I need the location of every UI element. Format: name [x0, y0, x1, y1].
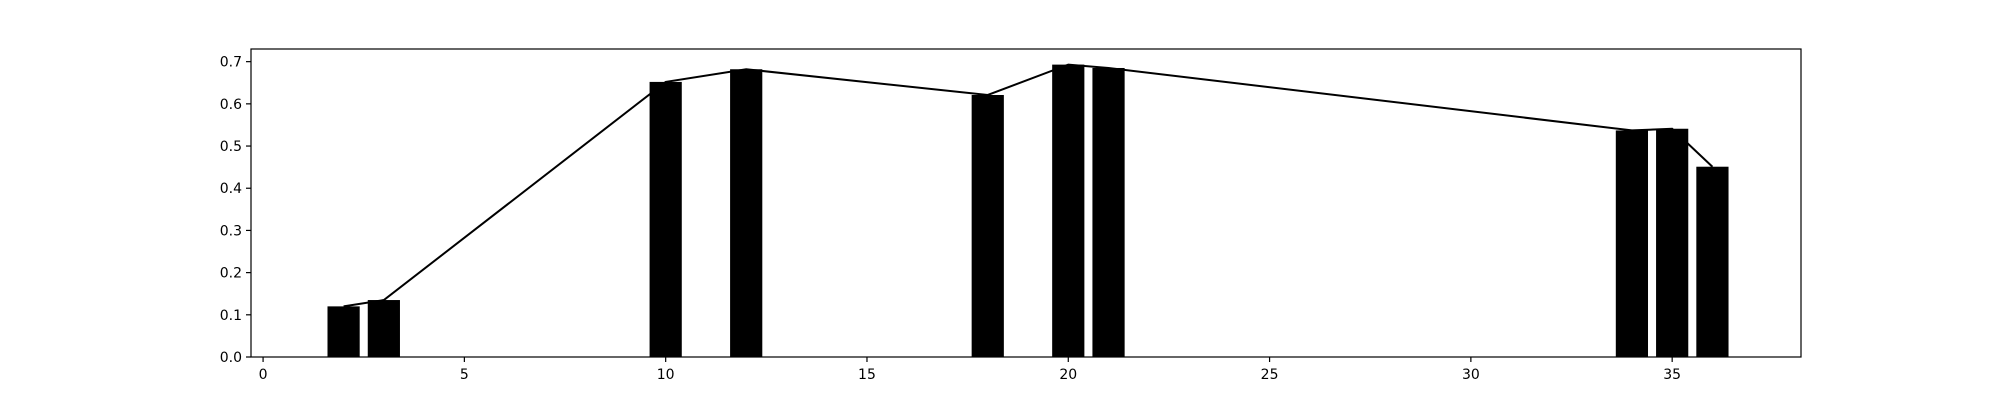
x-tick-label: 10	[657, 367, 675, 383]
x-tick-label: 0	[259, 367, 268, 383]
bar	[327, 306, 360, 357]
y-tick-label: 0.7	[220, 55, 242, 71]
x-tick-label: 25	[1261, 367, 1279, 383]
bar	[971, 94, 1004, 357]
y-tick-label: 0.3	[220, 223, 242, 239]
y-tick-label: 0.0	[220, 350, 242, 366]
bar	[1052, 64, 1085, 357]
x-tick-label: 30	[1462, 367, 1480, 383]
bar	[367, 300, 400, 357]
bar	[1656, 128, 1689, 357]
bar	[1696, 166, 1729, 357]
bars-group	[327, 64, 1729, 358]
ticks-group: 0 5 10 15 20 25 30 35 0.0 0.1 0.2 0.3 0.4 0.5 0.6 0.7	[220, 55, 1681, 383]
x-tick-label: 35	[1663, 367, 1681, 383]
bar	[730, 69, 763, 358]
y-tick-label: 0.2	[220, 266, 242, 282]
y-tick-label: 0.1	[220, 308, 242, 324]
bar	[649, 81, 682, 357]
x-tick-label: 15	[858, 367, 876, 383]
bar	[1092, 67, 1125, 357]
line-group	[343, 63, 1714, 308]
y-tick-label: 0.5	[220, 139, 242, 155]
y-tick-label: 0.4	[220, 181, 242, 197]
x-tick-label: 5	[460, 367, 469, 383]
y-tick-label: 0.6	[220, 97, 242, 113]
series-line	[343, 63, 1714, 308]
plot-frame	[250, 48, 1802, 358]
x-tick-label: 20	[1059, 367, 1077, 383]
bar	[1615, 130, 1649, 357]
axes-group	[250, 48, 1802, 358]
